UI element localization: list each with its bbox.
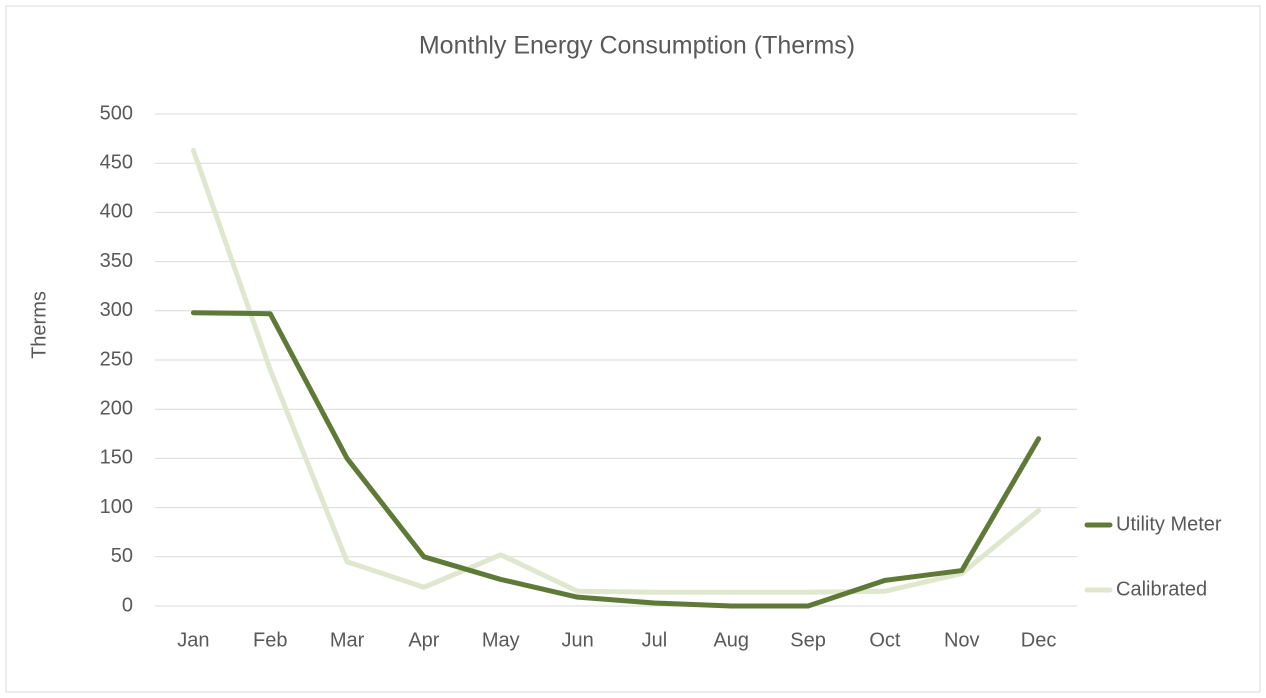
y-tick-label: 500 bbox=[100, 102, 133, 124]
x-tick-label: Aug bbox=[713, 629, 749, 651]
y-tick-label: 0 bbox=[122, 594, 133, 616]
series-line bbox=[190, 147, 1042, 595]
x-tick-label: Nov bbox=[944, 629, 980, 651]
series-line bbox=[190, 310, 1042, 609]
y-tick-label: 450 bbox=[100, 151, 133, 173]
x-tick-label: Oct bbox=[869, 629, 901, 651]
y-tick-label: 100 bbox=[100, 496, 133, 518]
chart-frame bbox=[5, 5, 1261, 693]
y-tick-label: 200 bbox=[100, 397, 133, 419]
x-tick-label: Dec bbox=[1021, 629, 1057, 651]
x-tick-label: Jul bbox=[642, 629, 668, 651]
x-tick-label: Jan bbox=[177, 629, 209, 651]
x-tick-label: Sep bbox=[790, 629, 826, 651]
y-tick-label: 400 bbox=[100, 201, 133, 223]
y-tick-label: 300 bbox=[100, 299, 133, 321]
y-tick-label: 350 bbox=[100, 250, 133, 272]
x-tick-label: Feb bbox=[253, 629, 287, 651]
x-tick-label: Mar bbox=[330, 629, 365, 651]
x-tick-label: Jun bbox=[561, 629, 593, 651]
y-axis-label: Therms bbox=[28, 291, 50, 359]
x-tick-label: Apr bbox=[408, 629, 439, 651]
chart-title: Monthly Energy Consumption (Therms) bbox=[419, 32, 855, 60]
y-tick-label: 150 bbox=[100, 447, 133, 469]
x-tick-label: May bbox=[482, 629, 520, 651]
y-tick-label: 250 bbox=[100, 348, 133, 370]
legend-label: Calibrated bbox=[1116, 578, 1207, 600]
legend-label: Utility Meter bbox=[1116, 513, 1222, 535]
y-tick-label: 50 bbox=[111, 545, 133, 567]
